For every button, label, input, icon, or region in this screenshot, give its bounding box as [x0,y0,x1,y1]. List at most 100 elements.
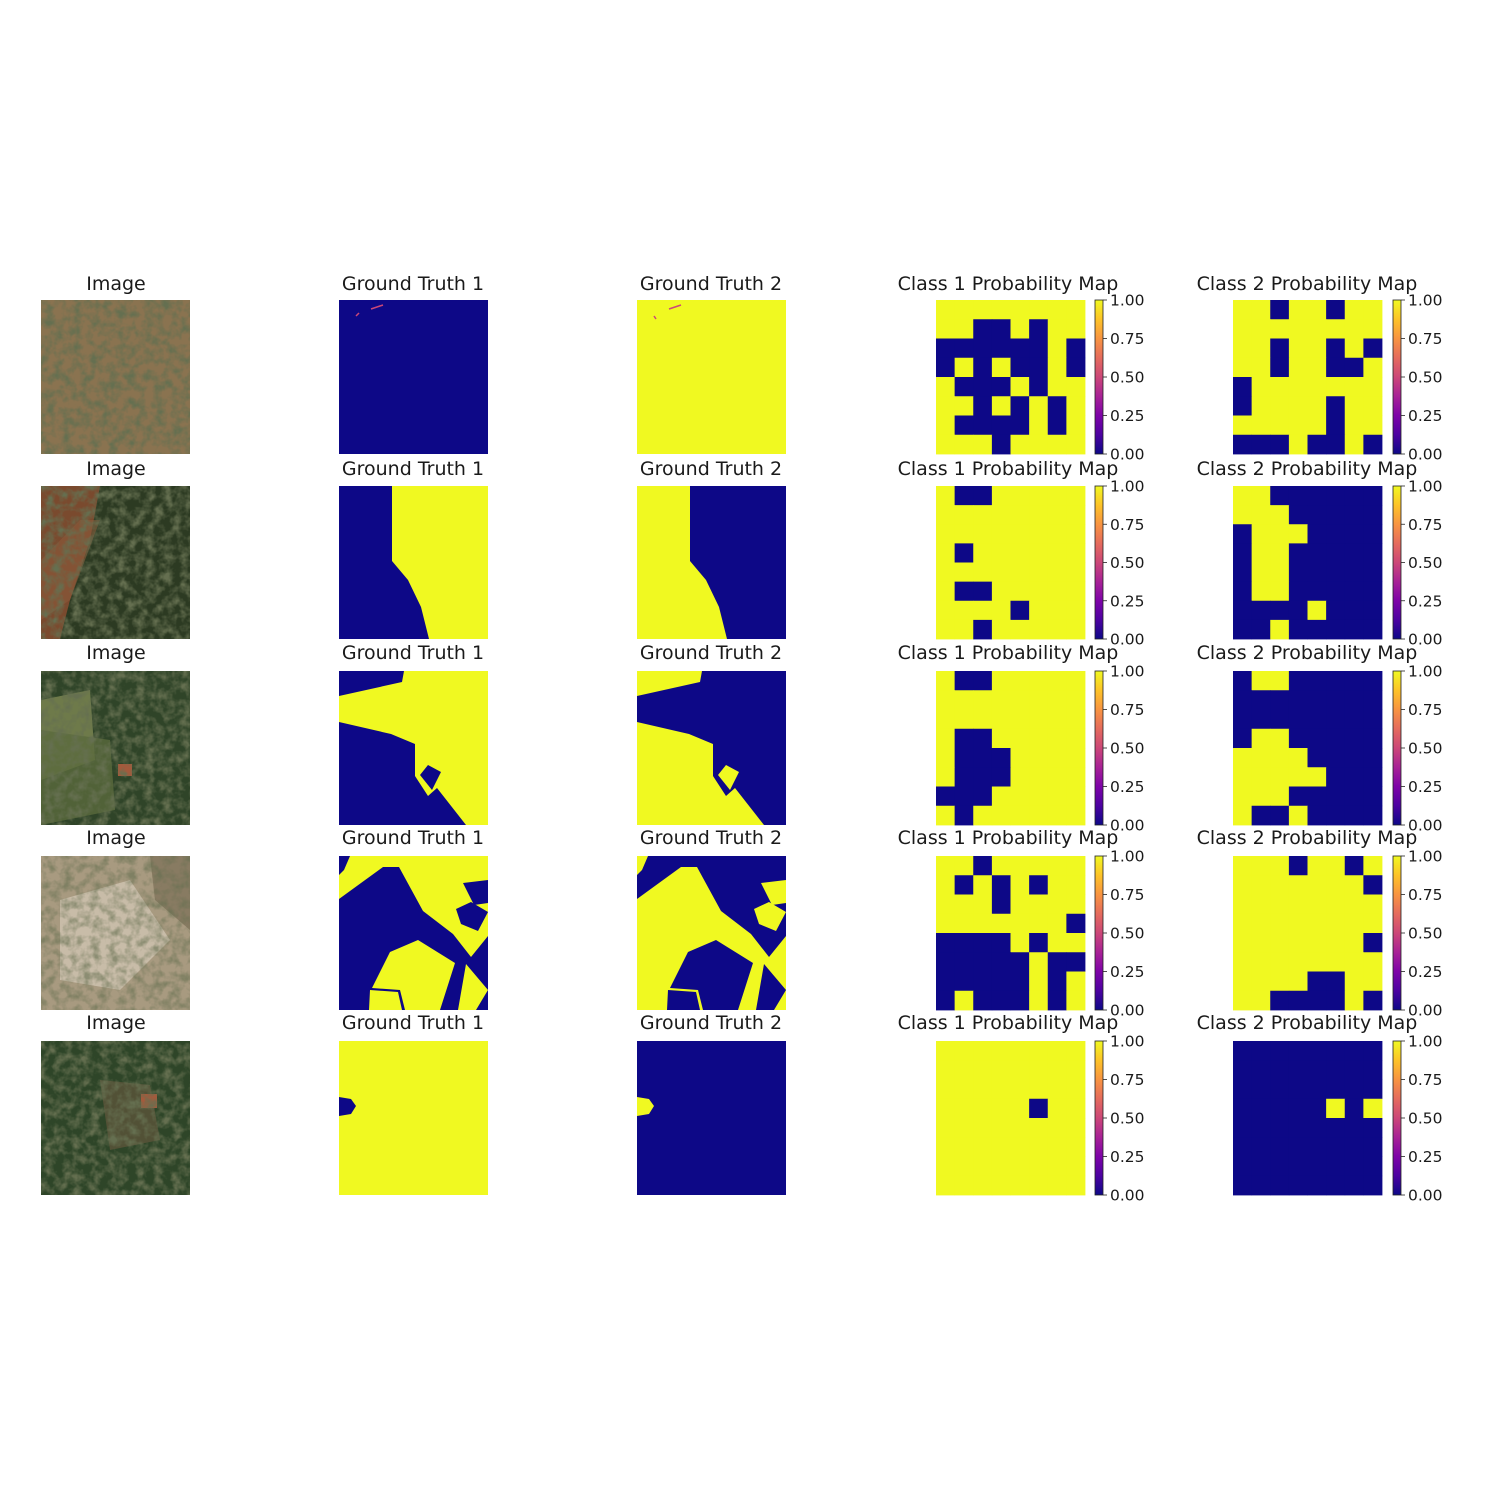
heatmap-cell [1288,543,1308,563]
heatmap-cell [1344,338,1364,359]
heatmap-cell [936,786,956,807]
heatmap-cell [1307,1175,1327,1196]
heatmap-cell [1029,396,1049,416]
heatmap-cell [1363,434,1383,455]
colorbar-gradient [1392,670,1402,826]
heatmap-cell [1251,952,1271,972]
heatmap-cell [1326,952,1346,972]
colorbar-tick-label: 0.00 [1408,1002,1443,1020]
heatmap-cell [973,486,993,506]
heatmap-cell [1029,856,1049,876]
heatmap-cell [1344,1060,1364,1080]
heatmap-cell [1066,524,1086,544]
heatmap-cell [1010,1118,1030,1138]
heatmap-cell [1270,434,1290,455]
heatmap-cell [936,434,956,455]
colorbar-tick-label: 0.75 [1408,701,1443,719]
heatmap-cell [1307,505,1327,525]
heatmap-cell [1233,619,1253,640]
heatmap-cell [1270,1098,1290,1119]
heatmap-cell [1344,1079,1364,1100]
heatmap-cell [1010,434,1030,455]
heatmap-cell [1029,933,1049,953]
heatmap-cell [1233,1079,1253,1100]
heatmap-cell [991,1060,1011,1080]
panel-title-ground-truth-1: Ground Truth 1 [342,458,484,480]
colorbar-tick-label: 0.50 [1408,1110,1443,1128]
heatmap-cell [1270,690,1290,710]
heatmap-cell [1047,1118,1067,1138]
heatmap-cell [1010,562,1030,583]
heatmap-cell [1029,728,1049,749]
heatmap-cell [954,619,974,640]
colorbar-tick-label: 0.75 [1408,516,1443,534]
heatmap-cell [1047,524,1067,544]
heatmap-cell [1047,377,1067,397]
heatmap-cell [1344,396,1364,416]
heatmap-cell [936,415,956,436]
heatmap-cell [1251,990,1271,1011]
heatmap-cell [973,543,993,563]
heatmap-cell [1307,690,1327,710]
heatmap-cell [1344,1156,1364,1177]
heatmap-cell [1326,1175,1346,1196]
panel-title-ground-truth-1: Ground Truth 1 [342,273,484,295]
heatmap-cell [936,709,956,730]
heatmap-cell [1326,913,1346,934]
heatmap-cell [1066,619,1086,640]
colorbar-tick-label: 0.25 [1110,963,1145,981]
heatmap-cell [936,562,956,583]
heatmap-cell [991,377,1011,397]
heatmap-cell [1288,1156,1308,1177]
heatmap-cell [954,913,974,934]
heatmap-cell [1251,1137,1271,1157]
heatmap-cell [1344,357,1364,378]
heatmap-cell [1010,1156,1030,1177]
heatmap-cell [1029,1118,1049,1138]
heatmap-cell [1047,690,1067,710]
heatmap-cell [1363,415,1383,436]
heatmap-cell [1010,805,1030,826]
heatmap-cell [1047,338,1067,359]
heatmap-cell [1029,875,1049,895]
heatmap-cell [973,581,993,602]
heatmap-cell [991,1079,1011,1100]
class-2-probability-heatmap [1233,300,1383,455]
heatmap-cell [1326,486,1346,506]
heatmap-cell [1066,319,1086,339]
heatmap-cell [1010,767,1030,787]
heatmap-cell [1047,1137,1067,1157]
heatmap-cell [1251,1060,1271,1080]
heatmap-cell [1010,1098,1030,1119]
heatmap-cell [1288,805,1308,826]
satellite-image [41,856,190,1010]
heatmap-cell [936,1156,956,1177]
heatmap-cell [1010,1060,1030,1080]
heatmap-cell [1363,786,1383,807]
heatmap-cell [1307,748,1327,768]
panel-title-image: Image [86,642,146,664]
heatmap-cell [973,415,993,436]
heatmap-cell [1010,709,1030,730]
heatmap-cell [954,805,974,826]
heatmap-cell [973,1060,993,1080]
heatmap-cell [1326,1098,1346,1119]
colorbar-gradient [1094,299,1104,455]
colorbar-tick-label: 1.00 [1110,292,1145,310]
heatmap-cell [1288,933,1308,953]
heatmap-cell [1270,524,1290,544]
heatmap-cell [1047,894,1067,915]
heatmap-cell [1029,748,1049,768]
colorbar-gradient [1094,855,1104,1011]
heatmap-cell [973,1175,993,1196]
satellite-image [41,300,190,454]
heatmap-cell [1363,486,1383,506]
heatmap-cell [1326,505,1346,525]
heatmap-cell [936,300,956,320]
heatmap-cell [1344,543,1364,563]
heatmap-cell [1233,434,1253,455]
heatmap-cell [1270,357,1290,378]
heatmap-cell [1233,600,1253,621]
ground-truth-1-mask [339,486,488,639]
heatmap-cell [1307,581,1327,602]
